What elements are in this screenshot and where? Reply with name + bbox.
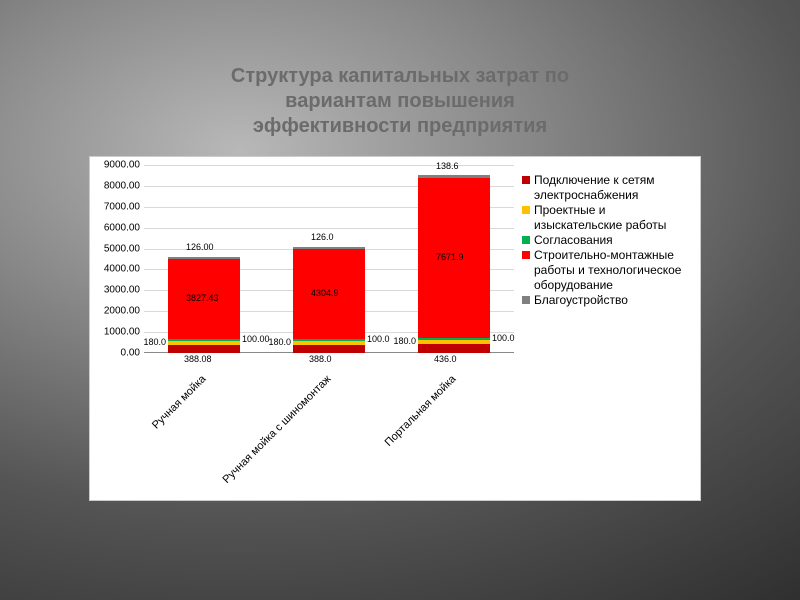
y-tick-label: 2000.00 [104,306,140,317]
bar-segment [418,178,490,338]
data-label: 100.0 [492,333,515,343]
data-label: 100.0 [367,334,390,344]
y-tick-label: 5000.00 [104,243,140,254]
y-tick-label: 8000.00 [104,180,140,191]
bar-stack [418,175,490,353]
data-label: 436.0 [434,354,457,364]
bar-segment [168,259,240,339]
bar-segment [293,345,365,353]
y-tick-label: 9000.00 [104,160,140,171]
data-label: 180.0 [268,337,291,347]
title-line2: вариантам повышения [0,89,800,114]
legend-item: Согласования [522,233,697,248]
slide: Структура капитальных затрат по варианта… [0,0,800,600]
bar-stack [293,247,365,353]
legend: Подключение к сетям электроснабженияПрое… [522,173,697,308]
legend-marker [522,251,530,259]
title-line3: эффективности предприятия [0,114,800,139]
data-label: 126.00 [186,242,214,252]
legend-marker [522,176,530,184]
legend-marker [522,206,530,214]
bar-stack [168,257,240,353]
category-label: Ручная мойка [150,373,209,432]
y-tick-label: 4000.00 [104,264,140,275]
category-label: Портальная мойка [383,373,459,449]
data-label: 100.00 [242,334,270,344]
chart-title: Структура капитальных затрат по варианта… [0,64,800,139]
legend-text: Согласования [534,233,613,248]
legend-text: Проектные и изыскательские работы [534,203,697,233]
category-label: Ручная мойка с шиномонтаж [221,373,334,486]
data-label: 126.0 [311,232,334,242]
legend-item: Проектные и изыскательские работы [522,203,697,233]
legend-item: Благоустройство [522,293,697,308]
data-label: 388.0 [309,354,332,364]
y-tick-label: 0.00 [121,348,140,359]
y-tick-label: 1000.00 [104,327,140,338]
data-label: 388.08 [184,354,212,364]
data-label: 180.0 [393,336,416,346]
bar-segment [418,344,490,353]
gridline [144,165,514,166]
bar-segment [293,249,365,339]
legend-item: Строительно-монтажные работы и технологи… [522,248,697,293]
legend-marker [522,296,530,304]
legend-text: Строительно-монтажные работы и технологи… [534,248,697,293]
y-tick-label: 7000.00 [104,201,140,212]
legend-item: Подключение к сетям электроснабжения [522,173,697,203]
legend-text: Подключение к сетям электроснабжения [534,173,697,203]
y-tick-label: 3000.00 [104,285,140,296]
data-label: 180.0 [143,337,166,347]
bar-segment [168,345,240,353]
legend-text: Благоустройство [534,293,628,308]
title-line1: Структура капитальных затрат по [0,64,800,89]
y-tick-label: 6000.00 [104,222,140,233]
chart-card: 0.00 1000.00 2000.00 3000.00 4000.00 5000.00 6… [90,157,700,500]
legend-marker [522,236,530,244]
plot-area: 0.001000.002000.003000.004000.005000.006… [144,165,514,353]
